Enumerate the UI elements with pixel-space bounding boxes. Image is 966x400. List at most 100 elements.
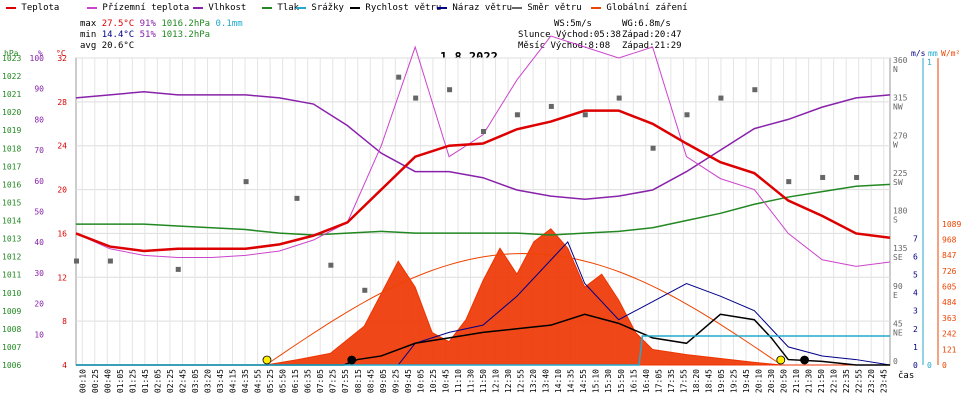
sun-label: Slunce — [518, 30, 551, 40]
x-tick-label: 05:50 — [279, 369, 288, 393]
x-tick-label: 23:20 — [867, 369, 876, 393]
y-tick-hpa: 1007 — [2, 343, 21, 352]
x-tick-label: 04:35 — [241, 369, 250, 393]
axis-unit-hpa: hPa — [4, 49, 19, 58]
sunrise: Východ:05:38 — [555, 30, 621, 40]
legend-swatch — [193, 6, 203, 9]
wind-dir-marker — [684, 112, 690, 118]
legend-swatch — [262, 6, 272, 9]
x-tick-label: 17:35 — [667, 369, 676, 393]
axis-unit-degc: °C — [56, 49, 66, 58]
y-tick-winddir: 45 — [893, 319, 903, 328]
y-tick-temp: 28 — [57, 98, 67, 107]
x-tick-label: 17:55 — [679, 369, 688, 393]
y-tick-wind: 0 — [913, 361, 918, 370]
y-tick-temp: 24 — [57, 142, 67, 151]
y-tick-hpa: 1011 — [2, 271, 21, 280]
y-tick-humidity: 100 — [30, 54, 45, 63]
legend-label-prizemni: Přízemní teplota — [102, 3, 190, 13]
moon-label: Měsíc — [518, 41, 546, 51]
y-tick-hpa: 1014 — [2, 217, 21, 226]
stat-max-rain: 0.1mm — [215, 19, 243, 29]
wind-dir-marker — [107, 258, 113, 264]
y-tick-wind: 4 — [913, 289, 918, 298]
y-tick-hpa: 1016 — [2, 180, 21, 189]
y-tick-winddir-name: SE — [893, 253, 903, 262]
wind-gust-stat: WG:6.8m/s — [622, 19, 671, 29]
y-tick-hpa: 1013 — [2, 235, 21, 244]
x-tick-label: 21:10 — [792, 369, 801, 393]
x-tick-label: 13:20 — [529, 369, 538, 393]
y-tick-radiation: 363 — [942, 314, 957, 323]
wind-speed-stat: WS:5m/s — [554, 19, 592, 29]
wind-dir-marker — [820, 174, 826, 180]
series-ground-temp — [75, 35, 891, 267]
wind-dir-marker — [481, 128, 486, 134]
axis-unit-ms: m/s — [911, 49, 926, 58]
legend-swatch — [437, 6, 447, 9]
sunset: Západ:20:47 — [622, 30, 682, 40]
y-tick-rain: 1 — [927, 58, 932, 67]
wind-dir-marker — [548, 103, 554, 109]
wind-dir-marker — [582, 112, 588, 118]
y-tick-radiation: 726 — [942, 267, 957, 276]
y-tick-hpa: 1020 — [2, 108, 21, 117]
x-tick-label: 12:30 — [504, 369, 513, 393]
x-tick-label: 10:45 — [441, 369, 450, 393]
x-tick-label: 07:25 — [329, 369, 338, 393]
wind-dir-marker — [328, 262, 334, 268]
legend-label-tlak: Tlak — [277, 3, 300, 13]
x-tick-label: 21:50 — [817, 369, 826, 393]
y-tick-humidity: 40 — [34, 238, 44, 247]
legend-swatch — [350, 6, 360, 9]
y-tick-winddir: 90 — [893, 282, 903, 291]
y-tick-winddir: 360 — [893, 56, 908, 65]
x-tick-label: 16:15 — [629, 369, 638, 393]
y-tick-winddir: 315 — [893, 94, 908, 103]
x-tick-label: 03:05 — [191, 369, 200, 393]
radiation-clear-sky-curve — [265, 252, 782, 366]
stat-avg-label: avg — [80, 41, 97, 51]
y-tick-wind: 2 — [913, 325, 918, 334]
x-tick-label: 01:25 — [128, 369, 137, 393]
y-tick-radiation: 1089 — [942, 220, 961, 229]
y-tick-radiation: 242 — [942, 330, 957, 339]
series-humidity — [75, 91, 891, 200]
x-tick-label: 02:05 — [153, 369, 162, 393]
sunset-marker — [776, 355, 786, 365]
x-tick-label: 17:05 — [654, 369, 663, 393]
x-tick-label: 03:20 — [203, 369, 212, 393]
x-tick-label: 13:40 — [542, 369, 551, 393]
series-global-radiation — [76, 228, 890, 366]
legend-label-smer: Směr větru — [527, 3, 582, 13]
y-tick-temp: 12 — [57, 273, 67, 282]
y-tick-wind: 6 — [913, 252, 918, 261]
x-tick-label: 06:35 — [304, 369, 313, 393]
x-tick-label: 12:55 — [517, 369, 526, 393]
x-tick-label: 14:10 — [554, 369, 563, 393]
x-tick-label: 19:25 — [729, 369, 738, 393]
legend-label-rychlost: Rychlost větru — [365, 3, 442, 13]
y-tick-hpa: 1019 — [2, 126, 21, 135]
wind-dir-marker — [650, 145, 656, 151]
y-tick-winddir: 135 — [893, 244, 908, 253]
y-tick-wind: 5 — [913, 270, 918, 279]
y-tick-winddir-name: N — [893, 65, 898, 74]
series-pressure — [76, 183, 891, 236]
stat-max-hum: 91% — [139, 19, 156, 29]
y-tick-temp: 32 — [57, 54, 67, 63]
x-tick-label: 19:45 — [742, 369, 751, 393]
x-tick-label: 18:45 — [704, 369, 713, 393]
x-tick-label: 06:15 — [291, 369, 300, 393]
x-tick-label: 01:45 — [141, 369, 150, 393]
x-tick-label: 01:05 — [116, 369, 125, 393]
legend-swatch — [6, 6, 16, 9]
wind-dir-marker — [616, 95, 622, 101]
stat-max-label: max — [80, 19, 97, 29]
x-tick-label: 04:15 — [229, 369, 238, 393]
y-tick-wind: 1 — [913, 343, 918, 352]
y-tick-winddir: 0 — [893, 357, 898, 366]
y-tick-humidity: 50 — [34, 208, 44, 217]
legend-label-naraz: Náraz větru — [452, 3, 513, 13]
x-tick-label: 08:45 — [366, 369, 375, 393]
